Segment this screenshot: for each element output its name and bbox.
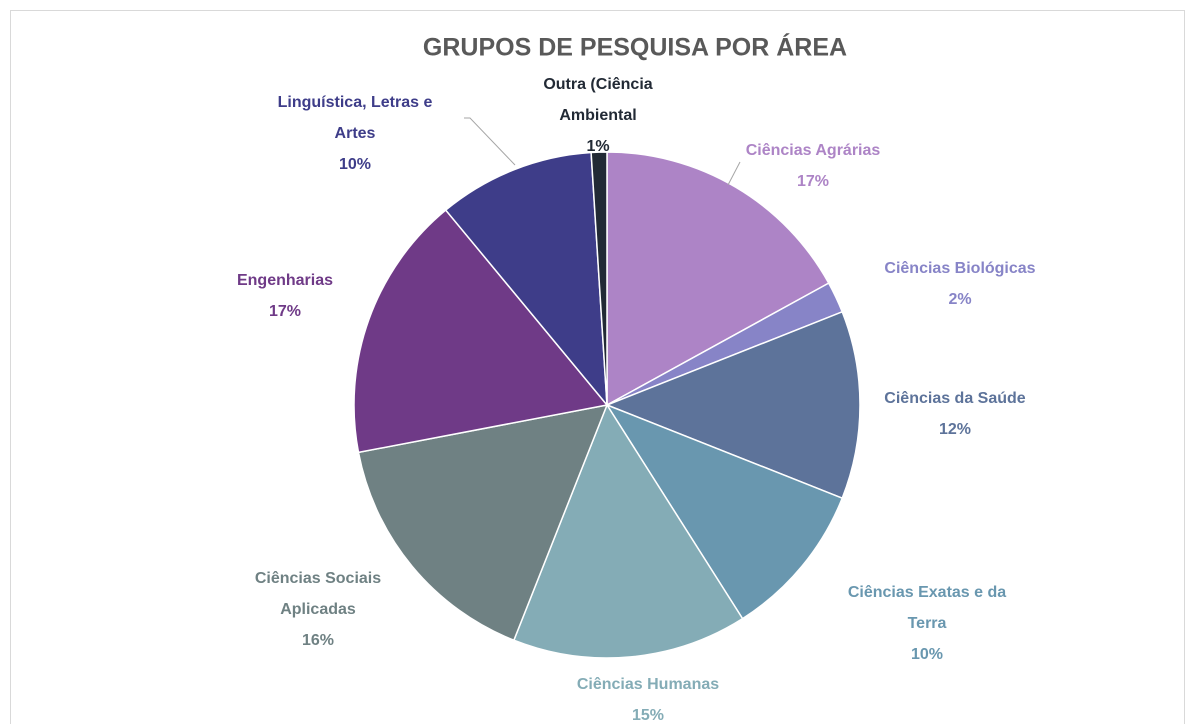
- label-value: 15%: [631, 706, 665, 724]
- slice: [353, 209, 609, 454]
- slice: [605, 403, 844, 620]
- data-label: Ciências Humanas 15%: [548, 669, 748, 724]
- label-name: Ciências Humanas: [576, 675, 720, 693]
- slice: [444, 151, 608, 408]
- label-name: Engenharias: [236, 271, 334, 289]
- slice: [606, 151, 830, 407]
- label-name: Ciências Biológicas: [884, 259, 1036, 277]
- label-name: Outra (Ciência Ambiental: [543, 75, 653, 124]
- label-value: 17%: [796, 172, 830, 190]
- slice: [357, 404, 609, 642]
- data-label: Ciências Agrárias 17%: [713, 135, 913, 197]
- label-value: 12%: [938, 420, 972, 438]
- pie: [353, 151, 861, 659]
- label-name: Ciências da Saúde: [884, 389, 1026, 407]
- leader-line: [464, 117, 516, 166]
- label-name: Ciências Exatas e da Terra: [847, 583, 1007, 632]
- label-name: Linguística, Letras e Artes: [277, 93, 433, 142]
- data-label: Outra (Ciência Ambiental 1%: [543, 69, 653, 162]
- label-value: 1%: [586, 137, 610, 155]
- label-value: 10%: [338, 155, 372, 173]
- label-value: 17%: [268, 302, 302, 320]
- leader-line: [727, 161, 741, 186]
- label-name: Ciências Agrárias: [745, 141, 881, 159]
- slice: [590, 151, 608, 406]
- label-value: 10%: [910, 645, 944, 663]
- chart-title: GRUPOS DE PESQUISA POR ÁREA: [423, 33, 847, 62]
- data-label: Engenharias 17%: [185, 265, 385, 327]
- data-label: Ciências Biológicas 2%: [860, 253, 1060, 315]
- label-value: 16%: [301, 631, 335, 649]
- label-name: Ciências Sociais Aplicadas: [254, 569, 382, 618]
- label-value: 2%: [948, 290, 972, 308]
- slice: [512, 403, 744, 659]
- data-label: Ciências Exatas e da Terra 10%: [832, 577, 1022, 670]
- data-label: Ciências Sociais Aplicadas 16%: [243, 563, 393, 656]
- data-label: Linguística, Letras e Artes 10%: [265, 87, 445, 180]
- slice: [604, 310, 861, 500]
- data-label: Ciências da Saúde 12%: [855, 383, 1055, 445]
